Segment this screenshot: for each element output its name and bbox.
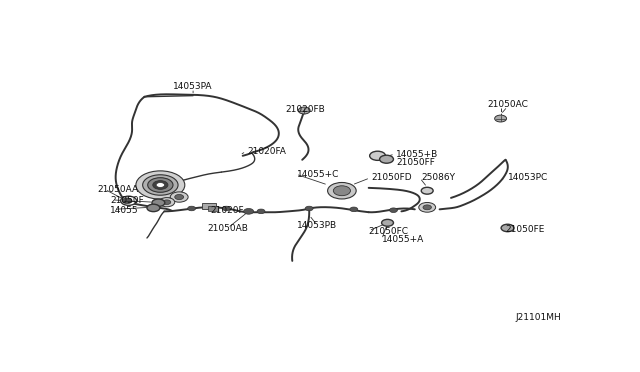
Circle shape [298, 107, 310, 114]
Circle shape [305, 206, 313, 211]
Circle shape [175, 195, 184, 200]
Circle shape [257, 209, 265, 214]
Text: 21050AC: 21050AC [487, 100, 528, 109]
Circle shape [419, 202, 436, 212]
Circle shape [350, 207, 358, 212]
Text: 21020F: 21020F [210, 206, 244, 215]
Circle shape [370, 151, 385, 160]
Circle shape [423, 205, 431, 210]
Circle shape [381, 219, 394, 226]
Circle shape [156, 183, 164, 187]
Text: 14055+A: 14055+A [381, 235, 424, 244]
Text: 21050F: 21050F [111, 196, 145, 205]
Circle shape [390, 208, 397, 212]
Circle shape [122, 198, 132, 203]
Circle shape [380, 155, 394, 163]
Circle shape [501, 224, 514, 232]
Text: 14053PC: 14053PC [508, 173, 548, 182]
Circle shape [147, 204, 160, 212]
Circle shape [163, 200, 171, 205]
Circle shape [148, 178, 173, 192]
Circle shape [222, 206, 230, 211]
Text: 21050AB: 21050AB [207, 224, 248, 233]
Text: 21050FE: 21050FE [506, 225, 545, 234]
Text: 21050FD: 21050FD [372, 173, 412, 182]
Text: 21050FC: 21050FC [369, 227, 409, 236]
Circle shape [136, 171, 185, 199]
Circle shape [495, 115, 507, 122]
Circle shape [333, 186, 351, 196]
Text: 21050FF: 21050FF [396, 158, 435, 167]
Circle shape [328, 183, 356, 199]
Circle shape [170, 192, 188, 202]
Text: 14055: 14055 [110, 206, 138, 215]
Bar [202, 203, 216, 209]
Text: 14055+C: 14055+C [297, 170, 340, 179]
Text: 14053PB: 14053PB [297, 221, 337, 230]
Circle shape [143, 175, 178, 195]
Circle shape [159, 198, 175, 207]
Text: 14055+B: 14055+B [396, 150, 438, 158]
Circle shape [421, 187, 433, 194]
Circle shape [244, 208, 253, 214]
Circle shape [121, 196, 136, 205]
Bar [208, 206, 218, 211]
Circle shape [152, 199, 165, 206]
Circle shape [188, 206, 196, 211]
Text: 25086Y: 25086Y [421, 173, 455, 182]
Text: 14053PA: 14053PA [173, 82, 213, 91]
Text: 21020FA: 21020FA [248, 147, 287, 156]
Text: 21050AA: 21050AA [97, 185, 138, 194]
Text: J21101MH: J21101MH [515, 313, 561, 322]
Circle shape [153, 181, 168, 189]
Text: 21020FB: 21020FB [286, 105, 326, 113]
